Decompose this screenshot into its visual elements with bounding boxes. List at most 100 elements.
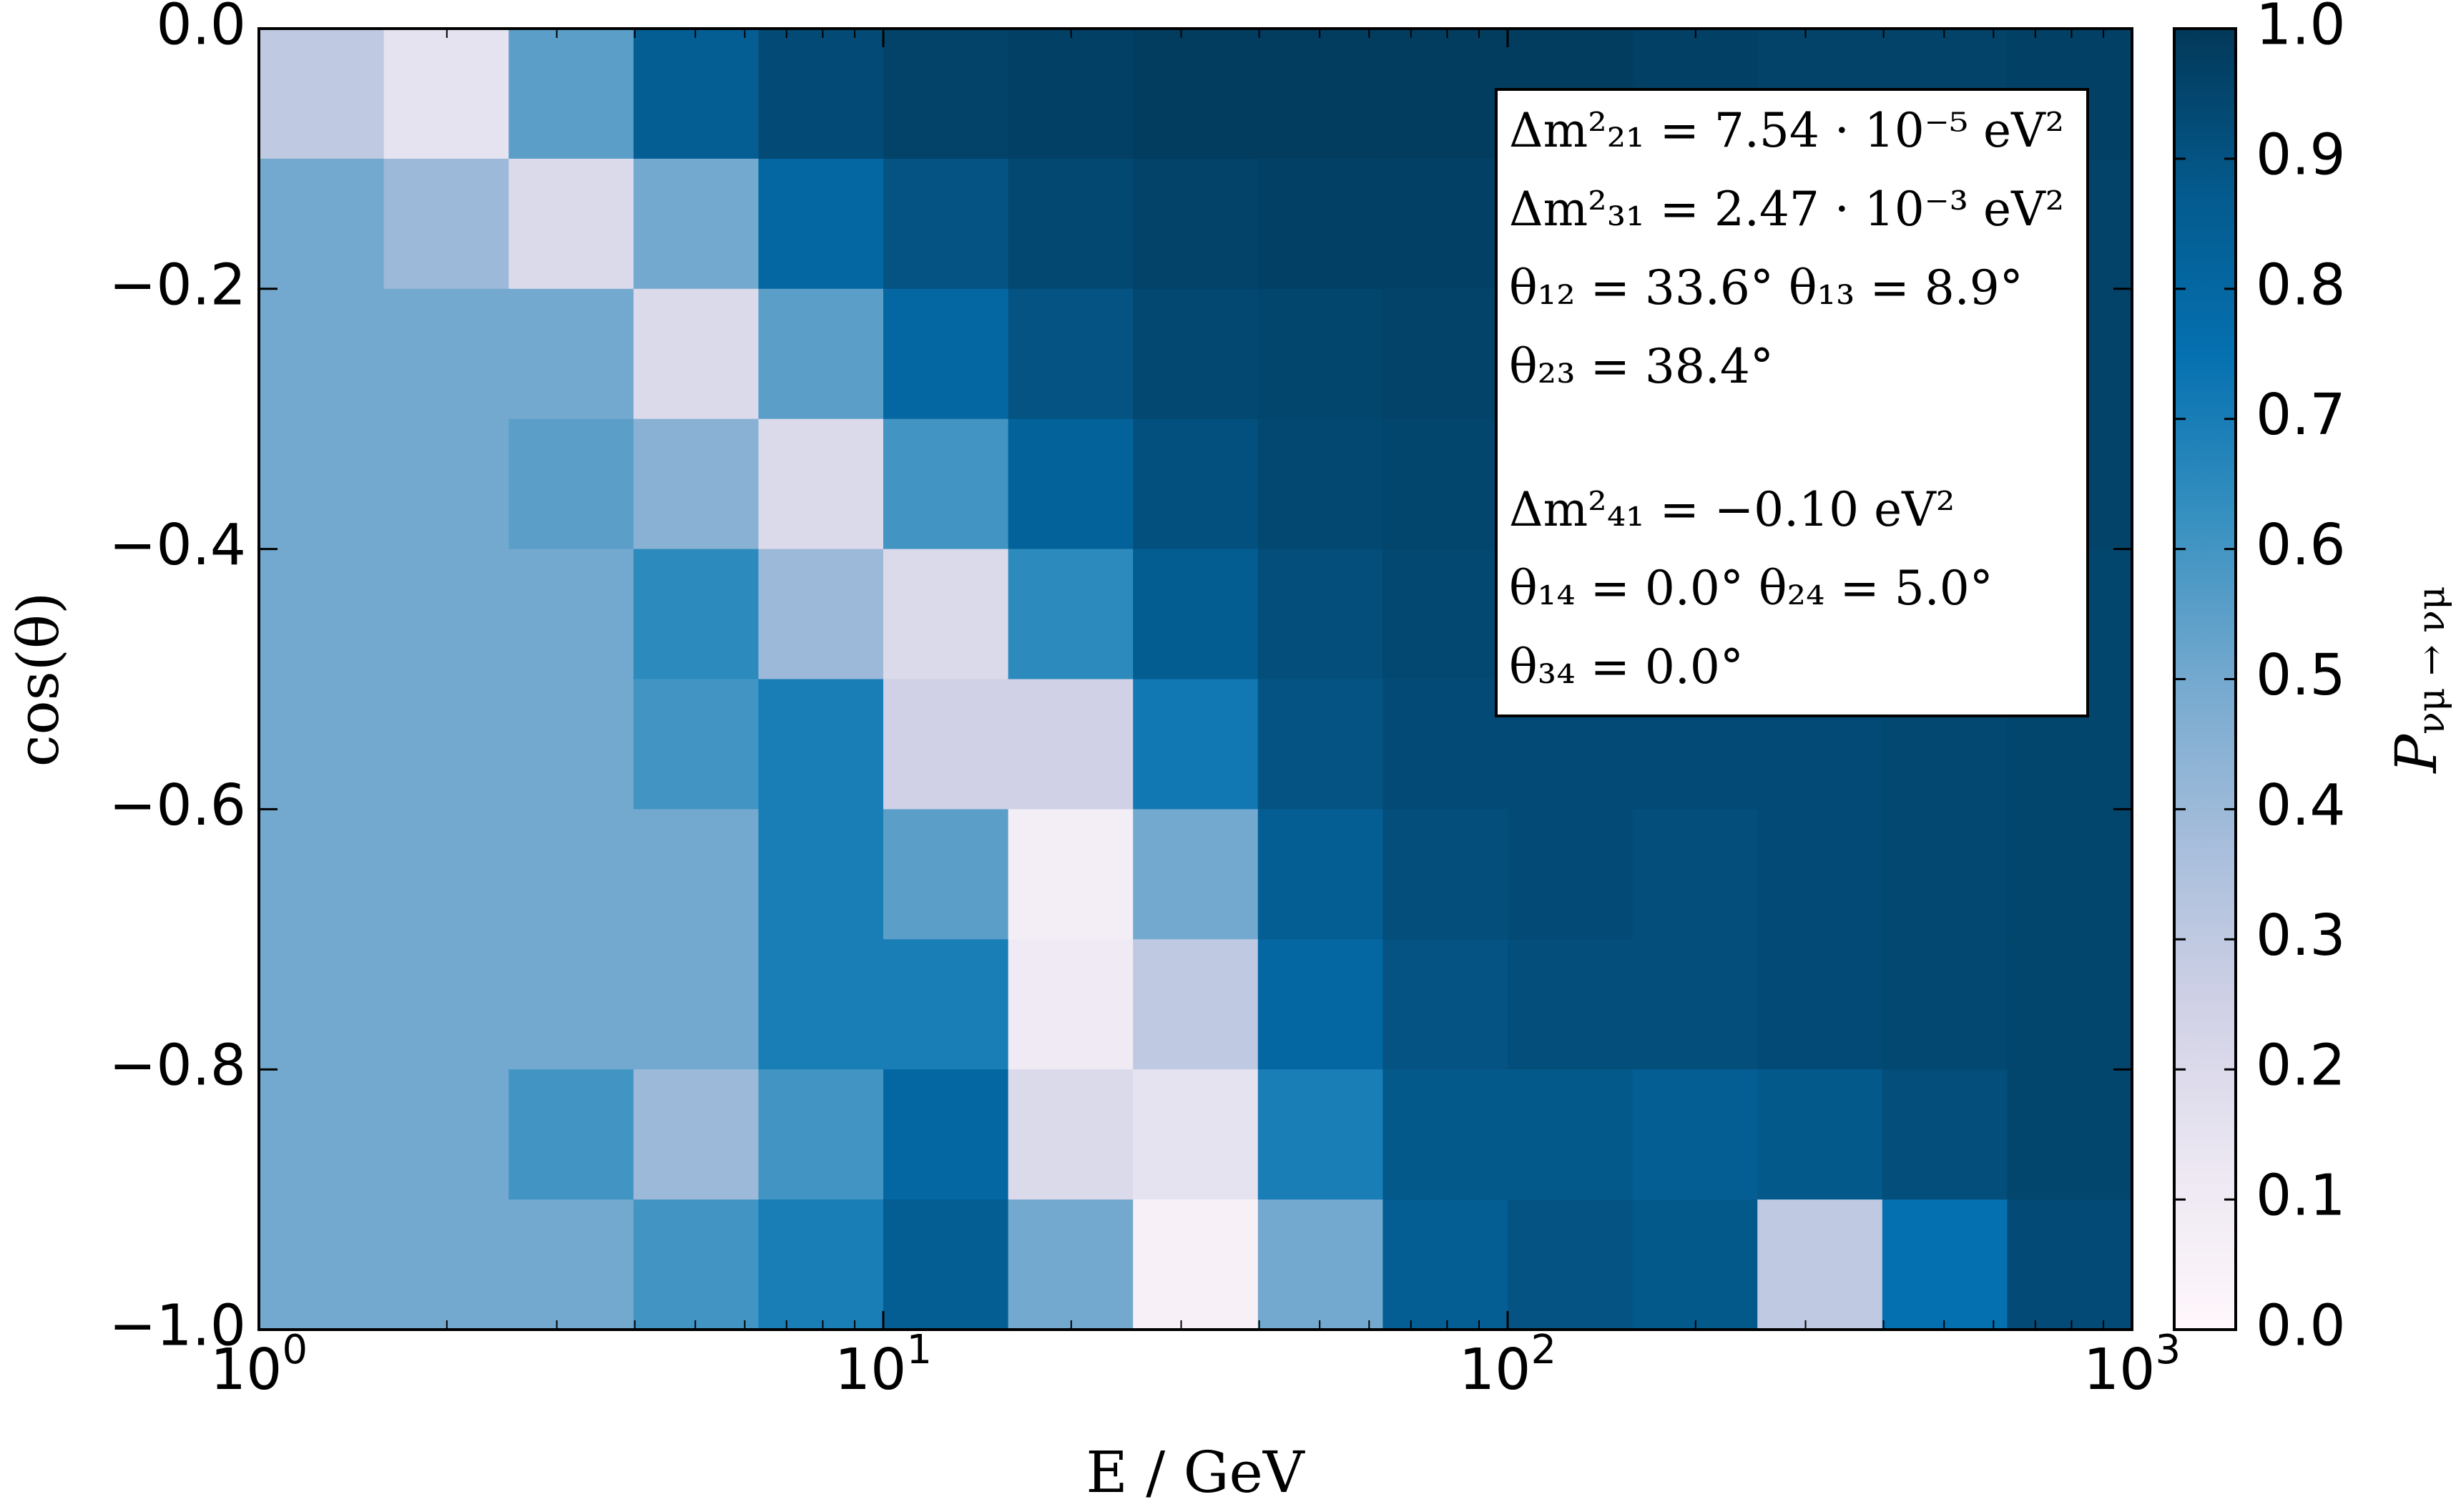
heatmap-cell: [1133, 809, 1259, 940]
heatmap-cell: [883, 1069, 1009, 1200]
annotation-line: θ₁₄ = 0.0° θ₂₄ = 5.0°: [1509, 561, 1993, 616]
heatmap-cell: [1882, 939, 2008, 1070]
heatmap-cell: [259, 418, 385, 550]
colorbar-label: Pνμ → νμ: [2383, 586, 2453, 774]
heatmap-cell: [1008, 939, 1134, 1070]
heatmap-cell: [758, 288, 884, 420]
heatmap-cell: [1257, 679, 1383, 810]
heatmap-cell: [1882, 809, 2008, 940]
colorbar-tick-label: 0.2: [2256, 1033, 2346, 1099]
heatmap-cell: [1008, 1069, 1134, 1200]
heatmap-cell: [1382, 29, 1508, 159]
heatmap-cell: [259, 1069, 385, 1200]
x-tick-base: 10: [835, 1337, 907, 1403]
heatmap-cell: [383, 418, 509, 550]
heatmap-cell: [509, 939, 634, 1070]
heatmap-cell: [509, 158, 634, 290]
heatmap-cell: [383, 809, 509, 940]
heatmap-cell: [633, 158, 759, 290]
heatmap-cell: [1133, 679, 1259, 810]
heatmap-cell: [259, 1199, 385, 1330]
heatmap-cell: [1382, 679, 1508, 810]
x-tick-label: 101: [835, 1327, 932, 1403]
heatmap-cell: [633, 288, 759, 420]
colorbar-tick-label: 0.1: [2256, 1163, 2346, 1229]
heatmap-cell: [383, 1199, 509, 1330]
heatmap-cell: [1008, 158, 1134, 290]
annotation-line: Δm²₂₁ = 7.54 · 10⁻⁵ eV²: [1509, 103, 2064, 158]
heatmap-cell: [383, 29, 509, 159]
heatmap-cell: [1008, 418, 1134, 550]
heatmap-cell: [1008, 549, 1134, 679]
heatmap-cell: [883, 549, 1009, 679]
heatmap-cell: [1382, 939, 1508, 1070]
heatmap-cell: [259, 679, 385, 810]
heatmap-cell: [383, 158, 509, 290]
heatmap-cell: [758, 29, 884, 159]
heatmap-cell: [1133, 29, 1259, 159]
heatmap-cell: [2007, 809, 2133, 940]
heatmap-cell: [509, 288, 634, 420]
annotation-line: θ₃₄ = 0.0°: [1509, 639, 1744, 694]
heatmap-cell: [1133, 549, 1259, 679]
x-tick-base: 10: [2083, 1337, 2156, 1403]
heatmap-cell: [383, 288, 509, 420]
heatmap-cell: [883, 29, 1009, 159]
colorbar-tick-label: 0.7: [2256, 382, 2346, 448]
heatmap-cell: [1008, 29, 1134, 159]
heatmap-cell: [633, 809, 759, 940]
heatmap-cell: [883, 679, 1009, 810]
heatmap-cell: [509, 418, 634, 550]
heatmap-cell: [1133, 418, 1259, 550]
y-tick-label: 0.0: [156, 0, 246, 57]
y-tick-label: −1.0: [109, 1292, 246, 1358]
colorbar-tick-label: 0.0: [2256, 1292, 2346, 1358]
heatmap-cell: [1382, 288, 1508, 420]
annotation-line: Δm²₄₁ = −0.10 eV²: [1509, 482, 1955, 537]
heatmap-cell: [758, 1199, 884, 1330]
heatmap-cell: [1882, 1069, 2008, 1200]
heatmap-cell: [633, 549, 759, 679]
heatmap-cell: [633, 1069, 759, 1200]
heatmap-cell: [1757, 1199, 1883, 1330]
heatmap-cell: [1257, 29, 1383, 159]
heatmap-cell: [633, 679, 759, 810]
heatmap-cell: [883, 809, 1009, 940]
colorbar-tick-label: 0.6: [2256, 512, 2346, 578]
heatmap-cell: [259, 288, 385, 420]
y-tick-label: −0.6: [109, 772, 246, 838]
y-tick-label: −0.8: [109, 1033, 246, 1099]
heatmap-cell: [1632, 809, 1758, 940]
heatmap-cell: [1257, 288, 1383, 420]
annotation-line: θ₂₃ = 38.4°: [1509, 339, 1774, 394]
heatmap-cell: [509, 809, 634, 940]
heatmap-cell: [1008, 679, 1134, 810]
heatmap-cell: [633, 29, 759, 159]
heatmap-cell: [1257, 939, 1383, 1070]
colorbar-tick-label: 0.3: [2256, 903, 2346, 968]
x-axis-label: E / GeV: [1086, 1439, 1305, 1506]
heatmap-cell: [758, 418, 884, 550]
heatmap-cell: [1632, 1069, 1758, 1200]
heatmap-cell: [509, 29, 634, 159]
heatmap-cell: [1008, 809, 1134, 940]
colorbar-label-main: P: [2383, 734, 2450, 775]
x-tick-exponent: 3: [2155, 1327, 2181, 1373]
heatmap-cell: [1133, 1069, 1259, 1200]
x-tick-label: 103: [2083, 1327, 2181, 1403]
x-tick-base: 10: [1459, 1337, 1531, 1403]
annotation-line: θ₁₂ = 33.6° θ₁₃ = 8.9°: [1509, 260, 2023, 315]
heatmap-cell: [758, 679, 884, 810]
heatmap-cell: [259, 939, 385, 1070]
heatmap-cell: [758, 158, 884, 290]
heatmap-cell: [259, 809, 385, 940]
annotation-line: Δm²₃₁ = 2.47 · 10⁻³ eV²: [1509, 182, 2064, 237]
heatmap-cell: [2007, 1199, 2133, 1330]
annotation-box: [1495, 88, 2089, 717]
heatmap-cell: [1133, 288, 1259, 420]
heatmap-cell: [1382, 809, 1508, 940]
heatmap-cell: [509, 1069, 634, 1200]
heatmap-cell: [1757, 809, 1883, 940]
colorbar-tick-label: 0.8: [2256, 252, 2346, 318]
